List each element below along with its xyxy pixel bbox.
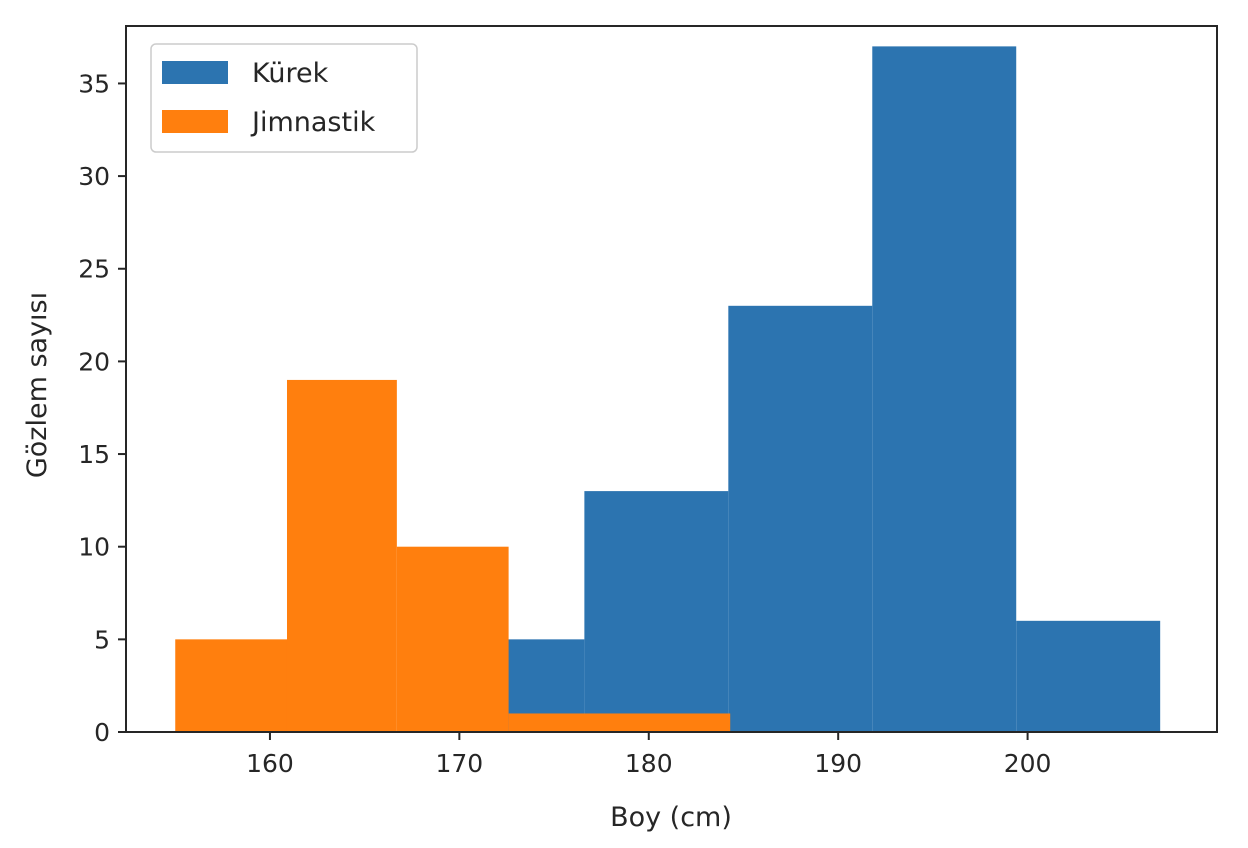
legend: Kürek Jimnastik xyxy=(150,43,418,153)
y-tick-label-15: 15 xyxy=(78,440,110,469)
y-tick-label-20: 20 xyxy=(78,347,110,376)
y-tick-label-35: 35 xyxy=(78,69,110,98)
bar-jimnastik-2 xyxy=(396,546,509,732)
y-tick-label-0: 0 xyxy=(94,718,110,747)
y-tick-label-5: 5 xyxy=(94,625,110,654)
bar-jimnastik-1 xyxy=(286,379,397,732)
x-tick-label-170: 170 xyxy=(436,749,484,778)
x-tick-label-160: 160 xyxy=(246,749,294,778)
x-tick-label-180: 180 xyxy=(625,749,673,778)
y-tick-label-30: 30 xyxy=(78,162,110,191)
legend-label-kurek: Kürek xyxy=(252,58,329,89)
y-tick-label-10: 10 xyxy=(78,533,110,562)
bar-kurek-2 xyxy=(728,305,873,732)
x-tick-label-200: 200 xyxy=(1004,749,1052,778)
plot-frame xyxy=(125,25,1218,733)
y-axis-label: Gözlem sayısı xyxy=(22,292,53,478)
bar-kurek-3 xyxy=(872,46,1017,733)
x-tick-label-190: 190 xyxy=(814,749,862,778)
bars-layer xyxy=(175,46,1161,733)
y-tick-label-25: 25 xyxy=(78,255,110,284)
y-axis-ticks: 0 5 10 15 20 25 30 35 xyxy=(78,69,126,747)
legend-swatch-kurek xyxy=(162,61,228,84)
bar-jimnastik-0 xyxy=(175,639,287,732)
x-axis-label: Boy (cm) xyxy=(610,802,732,833)
bar-kurek-1 xyxy=(584,491,729,732)
bar-jimnastik-3 xyxy=(508,713,731,732)
x-axis-ticks: 160 170 180 190 200 xyxy=(246,732,1051,778)
legend-label-jimnastik: Jimnastik xyxy=(250,107,376,138)
bar-kurek-4 xyxy=(1016,620,1161,732)
legend-swatch-jimnastik xyxy=(162,110,228,133)
